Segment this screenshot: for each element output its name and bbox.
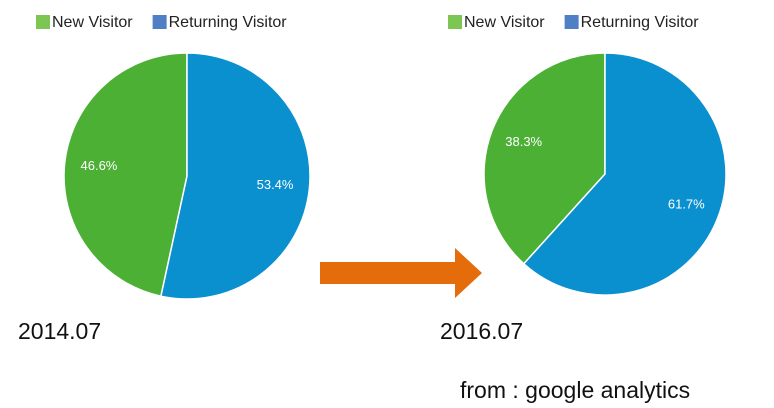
legend-swatch	[36, 15, 50, 29]
pie-slice	[63, 52, 188, 298]
slice-label: 61.7%	[668, 197, 705, 212]
slice-label: 38.3%	[505, 134, 542, 149]
pie-slice	[160, 52, 311, 300]
source-note: from : google analytics	[460, 377, 690, 403]
legend-label: New Visitor	[52, 14, 133, 31]
chart-date: 2014.07	[18, 318, 101, 344]
pie-slice	[522, 52, 727, 296]
legend-label: Returning Visitor	[581, 14, 700, 31]
pie-slice	[483, 52, 606, 265]
legend-swatch	[564, 15, 579, 29]
slice-label: 46.6%	[81, 158, 118, 173]
legend-label: Returning Visitor	[169, 14, 288, 31]
legend-label: New Visitor	[464, 14, 545, 31]
arrow	[320, 248, 482, 298]
legend-swatch	[448, 15, 462, 29]
chart-date: 2016.07	[440, 318, 523, 344]
legend-swatch	[152, 15, 167, 29]
slice-label: 53.4%	[257, 177, 294, 192]
